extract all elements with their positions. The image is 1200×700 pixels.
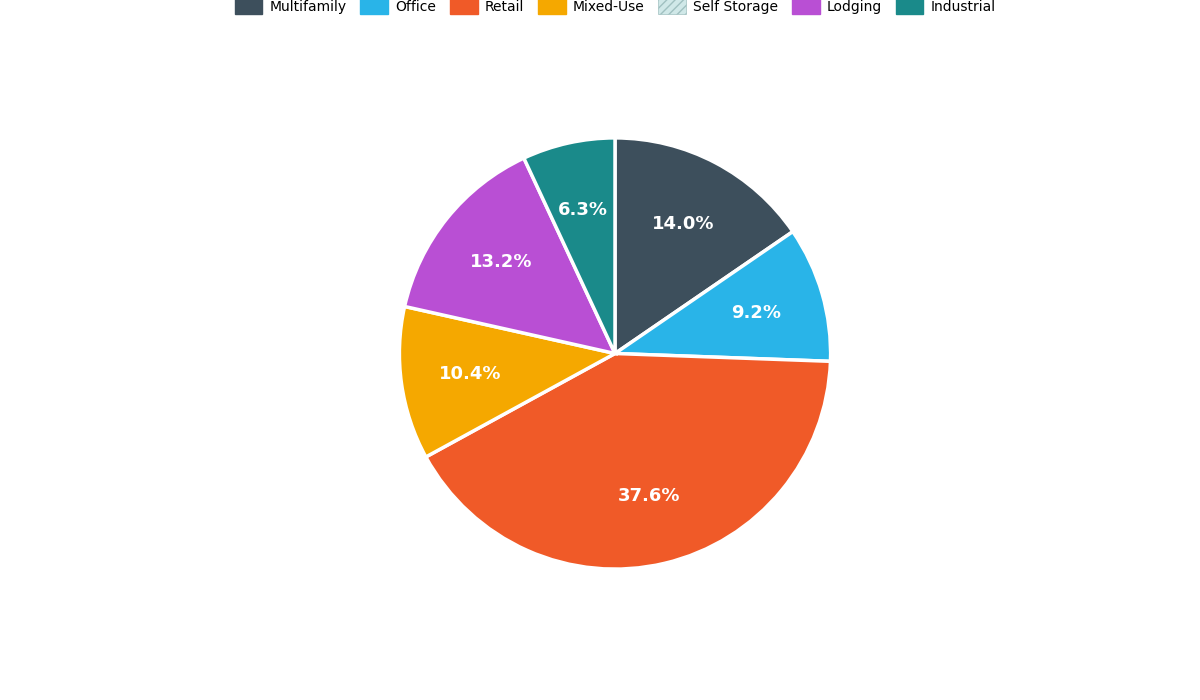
Wedge shape — [426, 354, 830, 569]
Text: 9.2%: 9.2% — [731, 304, 781, 322]
Text: 10.4%: 10.4% — [438, 365, 502, 383]
Text: 6.3%: 6.3% — [558, 202, 608, 219]
Text: 13.2%: 13.2% — [469, 253, 532, 271]
Text: 14.0%: 14.0% — [652, 215, 714, 233]
Wedge shape — [404, 158, 616, 354]
Wedge shape — [616, 232, 830, 361]
Wedge shape — [614, 138, 793, 354]
Text: 37.6%: 37.6% — [618, 487, 680, 505]
Wedge shape — [524, 138, 616, 354]
Wedge shape — [400, 307, 616, 457]
Legend: Multifamily, Office, Retail, Mixed-Use, Self Storage, Lodging, Industrial: Multifamily, Office, Retail, Mixed-Use, … — [229, 0, 1001, 20]
